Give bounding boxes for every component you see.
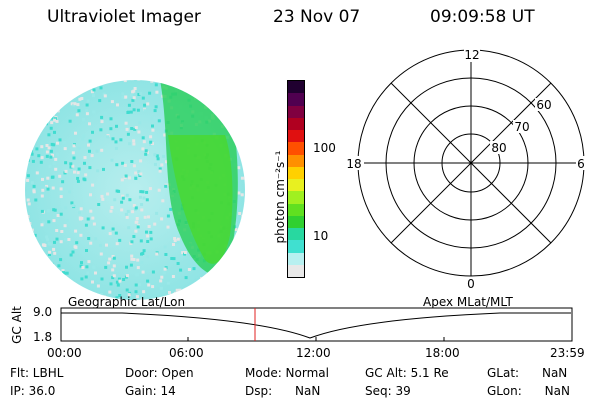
- date-label: 23 Nov 07: [273, 7, 361, 27]
- colorbar-tick-10: 10: [313, 229, 329, 243]
- colorbar-segment: [288, 179, 304, 192]
- mlt-label-18: 18: [346, 157, 361, 171]
- lat-label-60: 60: [536, 98, 551, 112]
- lat-label-70: 70: [514, 120, 529, 134]
- colorbar-tick-100: 100: [313, 141, 336, 155]
- colorbar-segment: [288, 117, 304, 130]
- colorbar-segment: [288, 130, 304, 143]
- colorbar-segment: [288, 228, 304, 241]
- colorbar-segment: [288, 240, 304, 253]
- time-label: 09:09:58 UT: [430, 7, 535, 27]
- colorbar: [287, 80, 305, 278]
- y-tick-9: 9.0: [33, 305, 53, 319]
- filter-info: Flt: LBHL: [10, 366, 64, 380]
- mlt-label-12: 12: [464, 48, 479, 62]
- colorbar-segment: [288, 215, 304, 228]
- mode-info: Mode: Normal: [245, 366, 329, 380]
- gc-alt-axis-title: GC Alt: [10, 306, 24, 344]
- polar-grid: 12 0 18 6 60 70 80: [344, 48, 590, 290]
- colorbar-segment: [288, 93, 304, 106]
- x-tick-18: 18:00: [425, 346, 460, 360]
- glat-info: GLat: NaN: [487, 366, 568, 380]
- auroral-image: [25, 80, 245, 300]
- apex-label: Apex MLat/MLT: [423, 295, 513, 309]
- x-tick-12: 12:00: [296, 346, 331, 360]
- door-info: Door: Open: [125, 366, 194, 380]
- colorbar-segment: [288, 203, 304, 216]
- glon-info: GLon: NaN: [487, 384, 570, 398]
- colorbar-segment: [288, 264, 304, 277]
- dsp-info: Dsp: NaN: [245, 384, 321, 398]
- colorbar-segment: [288, 105, 304, 118]
- colorbar-segment: [288, 191, 304, 204]
- colorbar-unit-label: photon cm⁻²s⁻¹: [273, 150, 287, 244]
- gain-info: Gain: 14: [125, 384, 176, 398]
- colorbar-segment: [288, 154, 304, 167]
- colorbar-segment: [288, 142, 304, 155]
- altitude-timeline: [60, 307, 573, 342]
- colorbar-segment: [288, 81, 304, 94]
- x-tick-00: 00:00: [47, 346, 82, 360]
- colorbar-segment: [288, 252, 304, 265]
- geographic-label: Geographic Lat/Lon: [68, 295, 186, 309]
- x-tick-2359: 23:59: [550, 346, 585, 360]
- gc-alt-info: GC Alt: 5.1 Re: [365, 366, 449, 380]
- lat-label-80: 80: [491, 141, 506, 155]
- mlt-label-6: 6: [577, 157, 585, 171]
- x-tick-06: 06:00: [169, 346, 204, 360]
- seq-info: Seq: 39: [365, 384, 411, 398]
- mlt-label-0: 0: [467, 277, 475, 290]
- y-tick-1-8: 1.8: [33, 330, 53, 344]
- colorbar-segment: [288, 166, 304, 179]
- ip-info: IP: 36.0: [10, 384, 56, 398]
- instrument-title: Ultraviolet Imager: [47, 7, 201, 27]
